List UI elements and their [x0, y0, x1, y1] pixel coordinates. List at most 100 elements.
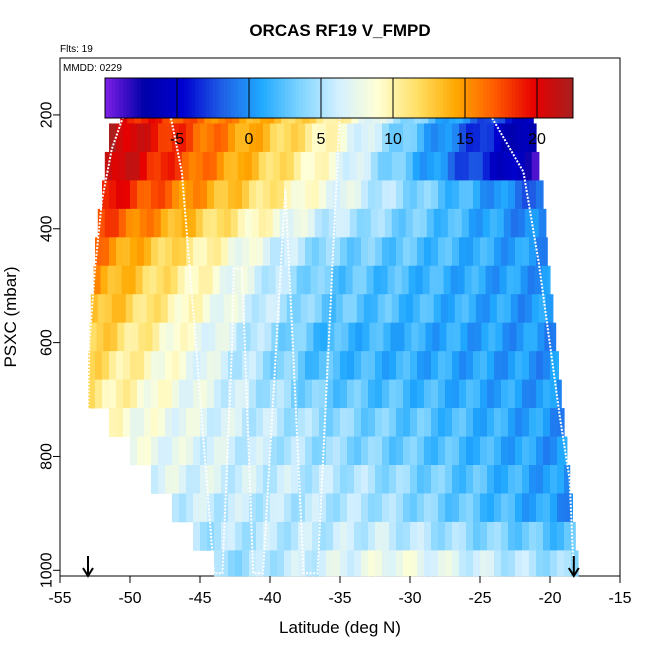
heatmap-cell — [347, 180, 355, 210]
heatmap-cell — [256, 180, 264, 210]
heatmap-cell — [179, 237, 187, 267]
heatmap-cell — [163, 265, 172, 295]
heatmap-cell — [382, 237, 390, 267]
heatmap-cell — [464, 265, 473, 295]
heatmap-cell — [214, 123, 222, 153]
heatmap-cell — [564, 521, 572, 551]
heatmap-cell — [516, 322, 524, 352]
heatmap-cell — [446, 322, 454, 352]
heatmap-cell — [172, 237, 180, 267]
heatmap-cell — [363, 208, 372, 238]
heatmap-cell — [307, 294, 316, 324]
heatmap-cell — [382, 550, 390, 577]
heatmap-cell — [242, 436, 250, 466]
colorbar-segment — [299, 78, 304, 118]
heatmap-cell — [144, 237, 152, 267]
heatmap-cell — [389, 351, 397, 381]
heatmap-cell — [328, 208, 337, 238]
heatmap-cell — [186, 436, 194, 466]
heatmap-cell — [243, 322, 251, 352]
heatmap-cell — [151, 436, 159, 466]
heatmap-cell — [300, 208, 309, 238]
heatmap-cell — [167, 208, 176, 238]
heatmap-cell — [305, 351, 313, 381]
heatmap-cell — [228, 379, 236, 409]
heatmap-cell — [524, 294, 533, 324]
heatmap-cell — [459, 408, 467, 437]
colorbar-segment — [295, 78, 300, 118]
heatmap-cell — [375, 351, 383, 381]
colorbar-segment — [504, 78, 509, 118]
heatmap-cell — [487, 550, 495, 577]
colorbar-segment — [331, 78, 336, 118]
heatmap-cell — [501, 550, 509, 577]
heatmap-cell — [503, 208, 512, 238]
heatmap-cell — [139, 294, 148, 324]
heatmap-cell — [123, 379, 131, 409]
heatmap-cell — [284, 408, 292, 437]
heatmap-cell — [305, 379, 313, 409]
colorbar-segment — [339, 78, 344, 118]
colorbar-segment — [313, 78, 318, 118]
heatmap-cell — [247, 265, 256, 295]
heatmap-cell — [354, 351, 362, 381]
colorbar-segment — [357, 78, 362, 118]
heatmap-cell — [149, 265, 158, 295]
heatmap-cell — [354, 493, 362, 523]
heatmap-cell — [226, 265, 235, 295]
heatmap-cell — [342, 294, 351, 324]
heatmap-cell — [263, 351, 271, 381]
heatmap-cell — [124, 322, 132, 352]
heatmap-cell — [459, 379, 467, 409]
heatmap-cell — [109, 123, 117, 153]
heatmap-cell — [536, 465, 544, 494]
heatmap-cell — [347, 408, 355, 437]
colorbar-segment — [288, 78, 293, 118]
heatmap-cell — [368, 465, 376, 494]
heatmap-cell — [403, 550, 411, 577]
heatmap-cell — [216, 294, 225, 324]
heatmap-cell — [487, 521, 495, 551]
heatmap-cell — [158, 436, 166, 466]
heatmap-cell — [123, 180, 131, 210]
heatmap-cell — [418, 322, 426, 352]
heatmap-cell — [368, 408, 376, 437]
heatmap-cell — [361, 379, 369, 409]
heatmap-cell — [494, 379, 502, 409]
heatmap-cell — [319, 521, 327, 551]
heatmap-cell — [487, 379, 495, 409]
heatmap-cell — [165, 436, 173, 466]
heatmap-cell — [242, 123, 250, 153]
heatmap-cell — [100, 265, 109, 295]
heatmap-cell — [319, 550, 327, 577]
heatmap-cell — [466, 493, 474, 523]
heatmap-cell — [412, 208, 421, 238]
colorbar-segment — [519, 78, 524, 118]
heatmap-cell — [550, 351, 558, 381]
heatmap-cell — [550, 465, 558, 494]
heatmap-cell — [522, 123, 530, 153]
heatmap-cell — [291, 436, 299, 466]
heatmap-cell — [347, 493, 355, 523]
heatmap-cell — [543, 550, 551, 577]
heatmap-cell — [249, 493, 257, 523]
heatmap-cell — [436, 265, 445, 295]
heatmap-cell — [438, 351, 446, 381]
heatmap-cell — [340, 237, 348, 267]
heatmap-cell — [369, 322, 377, 352]
heatmap-cell — [263, 436, 271, 466]
colorbar-segment — [400, 78, 405, 118]
heatmap-cell — [478, 265, 487, 295]
y-tick-label: 400 — [39, 215, 56, 242]
heatmap-cells — [88, 95, 579, 577]
heatmap-cell — [382, 408, 390, 437]
heatmap-cell — [270, 237, 278, 267]
heatmap-cell — [515, 550, 523, 577]
x-tick-label: -45 — [188, 590, 211, 607]
heatmap-cell — [557, 379, 562, 409]
flight-track-line — [87, 108, 575, 575]
heatmap-cell — [389, 493, 397, 523]
heatmap-cell — [118, 208, 127, 238]
heatmap-cell — [270, 493, 278, 523]
heatmap-cell — [187, 322, 195, 352]
